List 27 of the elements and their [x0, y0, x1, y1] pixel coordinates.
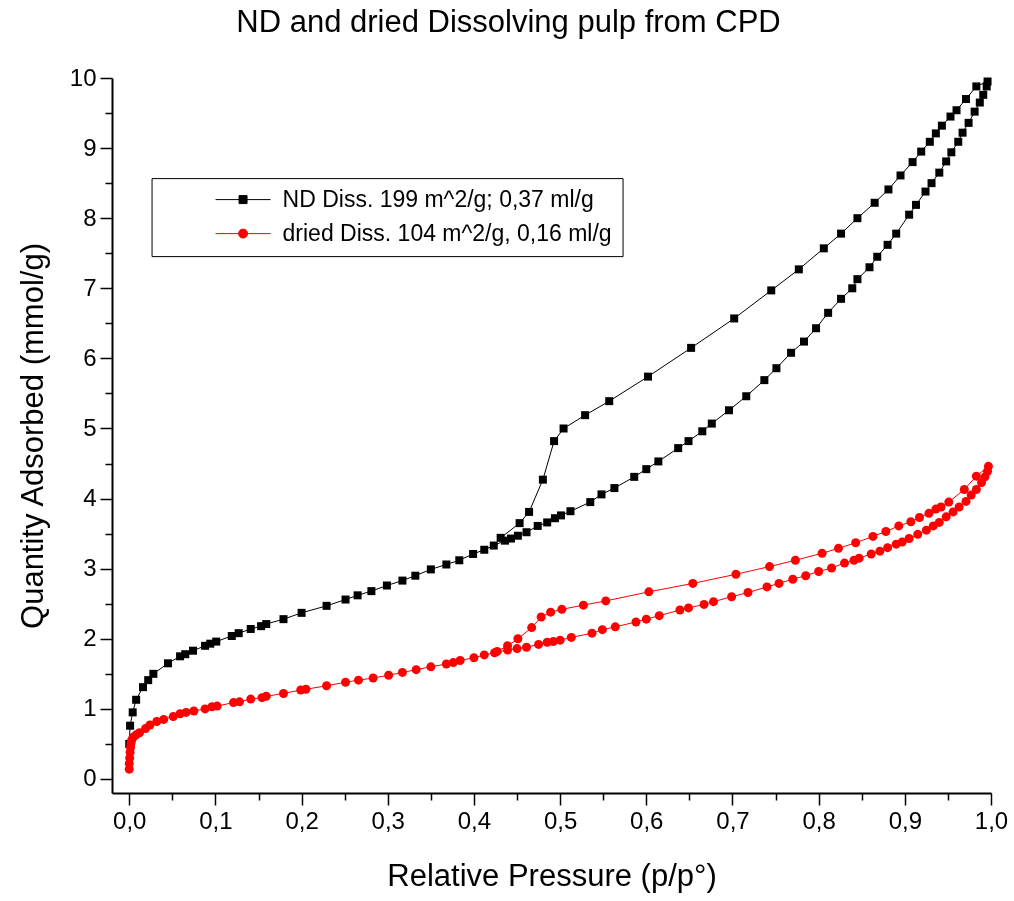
y-tick-label: 3 [83, 554, 97, 582]
y-tick-label: 0 [83, 764, 97, 792]
y-tick-label: 6 [83, 343, 97, 371]
x-tick-label: 1,0 [974, 806, 1009, 834]
legend-label: ND Diss. 199 m^2/g; 0,37 ml/g [282, 185, 594, 212]
y-tick-label: 5 [83, 413, 97, 441]
x-axis-title: Relative Pressure (p/p°) [387, 857, 717, 893]
x-tick-label: 0,2 [285, 806, 319, 834]
x-tick-label: 0,3 [371, 806, 405, 834]
x-tick-label: 0,5 [543, 806, 578, 834]
x-tick-label: 0,1 [199, 806, 233, 834]
chart-title: ND and dried Dissolving pulp from CPD [236, 4, 781, 39]
x-tick-label: 0,4 [457, 806, 492, 834]
x-tick-label: 0,9 [888, 806, 923, 834]
legend-label: dried Diss. 104 m^2/g, 0,16 ml/g [282, 219, 612, 246]
y-tick-label: 4 [83, 484, 97, 512]
x-tick-label: 0,7 [716, 806, 750, 834]
y-tick-label: 10 [69, 63, 97, 91]
x-tick-label: 0,0 [113, 806, 147, 834]
x-tick-label: 0,8 [802, 806, 836, 834]
y-tick-label: 2 [83, 624, 97, 652]
y-tick-label: 7 [83, 273, 97, 301]
y-tick-label: 8 [83, 203, 97, 231]
y-tick-label: 1 [83, 694, 97, 722]
y-axis-title: Quantity Adsorbed (mmol/g) [14, 243, 50, 629]
y-tick-label: 9 [83, 133, 97, 161]
x-tick-label: 0,6 [630, 806, 664, 834]
